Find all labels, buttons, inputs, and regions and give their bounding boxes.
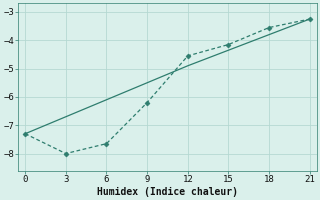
X-axis label: Humidex (Indice chaleur): Humidex (Indice chaleur) bbox=[97, 186, 238, 197]
